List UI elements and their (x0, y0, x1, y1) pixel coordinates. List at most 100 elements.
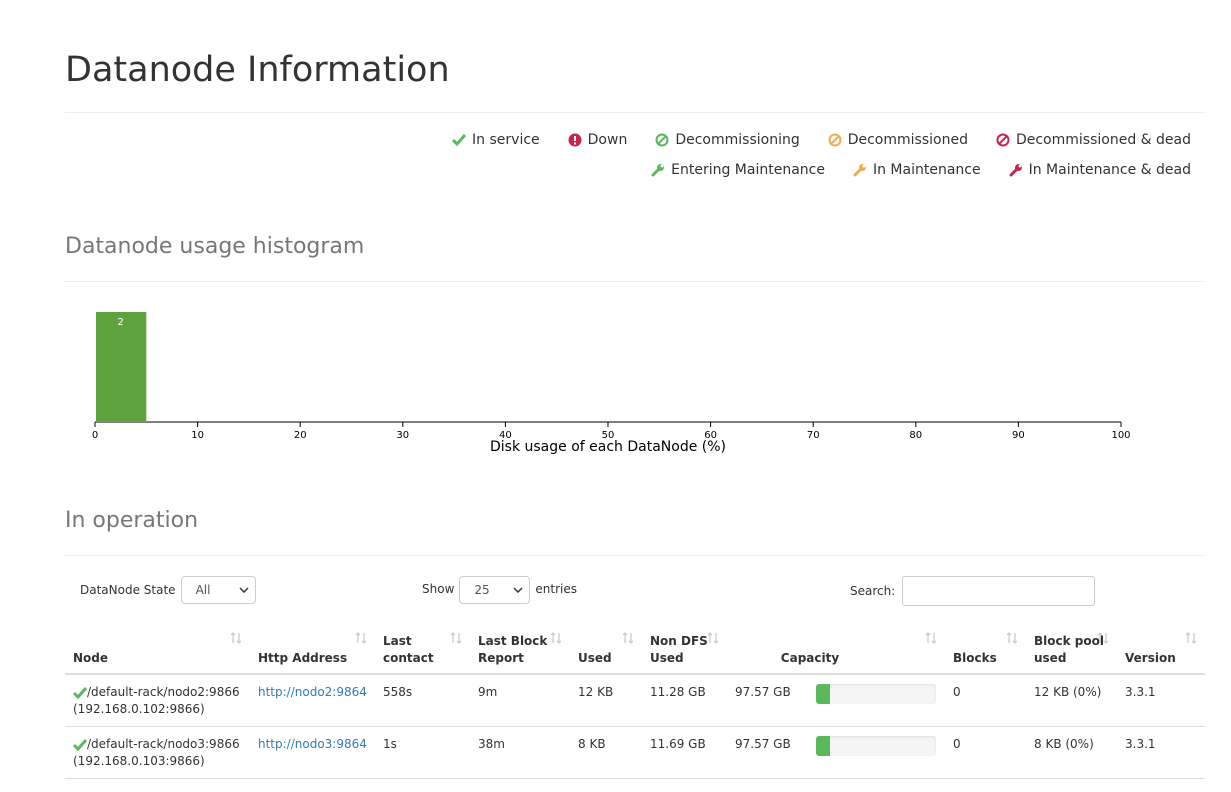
legend-row: In service Down Decommissioning Decommissio… (424, 132, 1191, 148)
section-title: Datanode usage histogram (65, 234, 365, 259)
header-row: Node Http Address Last contact Last Block R… (65, 625, 1205, 675)
bar-label: 2 (117, 317, 123, 328)
x-axis-label: Disk usage of each DataNode (%) (490, 439, 726, 455)
legend-label: Down (587, 132, 628, 148)
header-label: Non DFS Used (650, 634, 708, 665)
icon-shape (862, 164, 866, 168)
cell: /default-rack/nodo3:9866 (192.168.0.103:9… (65, 726, 250, 779)
divider (65, 112, 1205, 113)
page-title: Datanode Information (65, 50, 450, 90)
sort-icon (707, 632, 719, 644)
label: Show (422, 582, 455, 596)
sort-icon (1185, 632, 1197, 644)
node-line: /default-rack/nodo3:9866 (73, 736, 242, 753)
sort-icon (925, 632, 937, 644)
legend-label: In Maintenance (872, 162, 981, 178)
icon-shape (828, 133, 842, 147)
legend-item: Decommissioning (655, 132, 800, 148)
icon-shape (1018, 164, 1022, 168)
select-value: All (195, 583, 211, 597)
label: entries (535, 582, 577, 596)
table-row: /default-rack/nodo3:9866 (192.168.0.103:9… (65, 726, 1205, 779)
column-header[interactable]: Blocks (945, 625, 1026, 675)
status-icon (655, 133, 669, 147)
column-header[interactable]: Version (1117, 625, 1205, 675)
legend-item: Entering Maintenance (651, 162, 825, 178)
status-icon (1009, 164, 1022, 177)
entries-select[interactable]: 25 (459, 576, 531, 604)
column-header[interactable]: Last contact (375, 625, 470, 675)
capacity: 97.57 GB (735, 736, 937, 756)
section-title: In operation (65, 508, 199, 533)
cell: 3.3.1 (1117, 674, 1205, 727)
cell: 0 (945, 726, 1026, 779)
node-address: (192.168.0.103:9866) (73, 754, 205, 768)
x-tick-label: 80 (909, 430, 922, 441)
status-icon (996, 133, 1010, 147)
x-tick-label: 20 (294, 430, 307, 441)
column-header[interactable]: Block pool used (1026, 625, 1117, 675)
sort-icon (1006, 632, 1018, 644)
column-header[interactable]: Last Block Report (470, 625, 570, 675)
table-row: /default-rack/nodo2:9866 (192.168.0.102:9… (65, 674, 1205, 727)
column-header[interactable]: Http Address (250, 625, 375, 675)
sort-icon (230, 632, 242, 644)
node-line: /default-rack/nodo2:9866 (73, 684, 242, 701)
node-address: (192.168.0.102:9866) (73, 702, 205, 716)
icon-shape (73, 686, 87, 699)
legend-item: In Maintenance & dead (1009, 162, 1191, 178)
status-icon (452, 134, 467, 147)
status-icon (73, 738, 87, 751)
sort-icon (1097, 632, 1109, 644)
column-header[interactable]: Used (570, 625, 642, 675)
chevron (513, 587, 523, 593)
x-tick-label: 90 (1012, 430, 1025, 441)
icon-shape (1185, 632, 1197, 644)
x-tick-label: 10 (191, 430, 204, 441)
usage-fill (815, 736, 830, 756)
icon-shape (996, 133, 1010, 147)
cell: 12 KB (570, 674, 642, 727)
legend-item: Decommissioned & dead (996, 132, 1191, 148)
legend-label: In service (472, 132, 540, 148)
header-label: Http Address (258, 651, 348, 665)
usage-bar (815, 684, 936, 704)
x-tick-label: 40 (499, 430, 512, 441)
header-label: Last contact (383, 634, 434, 665)
icon-shape (355, 632, 367, 644)
icon-shape (1097, 632, 1109, 644)
legend-label: Decommissioning (675, 132, 800, 148)
status-icon (73, 686, 87, 699)
cell: 0 (945, 674, 1026, 727)
header-label: Blocks (953, 651, 997, 665)
http-link[interactable]: http://nodo3:9864 (258, 737, 367, 751)
state-select[interactable]: All (180, 576, 256, 604)
search-input[interactable] (902, 576, 1096, 606)
cell: 1s (375, 726, 470, 779)
column-header[interactable]: Capacity (727, 625, 945, 675)
usage-bar (815, 736, 936, 756)
http-link[interactable]: http://nodo2:9864 (258, 685, 367, 699)
table-body: /default-rack/nodo2:9866 (192.168.0.102:9… (65, 674, 1205, 779)
capacity-value: 97.57 GB (735, 685, 791, 699)
capacity: 97.57 GB (735, 684, 937, 704)
legend-label: Decommissioned (847, 132, 968, 148)
cell: 8 KB (0%) (1026, 726, 1117, 779)
icon-shape (658, 135, 667, 145)
icon-shape (830, 135, 839, 145)
legend-item: In Maintenance (853, 162, 981, 178)
icon-shape (230, 632, 242, 644)
usage-fill (815, 684, 830, 704)
status-icon (853, 164, 866, 177)
datanode-table: Node Http Address Last contact Last Block R… (65, 625, 1205, 779)
header-label: Node (73, 651, 109, 665)
icon-shape (853, 167, 863, 177)
legend-item: Down (568, 132, 628, 148)
search-control: Search: (850, 576, 1096, 606)
cell: 558s (375, 674, 470, 727)
node-name: /default-rack/nodo2:9866 (87, 685, 240, 699)
icon-shape (450, 632, 462, 644)
column-header[interactable]: Non DFS Used (642, 625, 727, 675)
column-header[interactable]: Node (65, 625, 250, 675)
